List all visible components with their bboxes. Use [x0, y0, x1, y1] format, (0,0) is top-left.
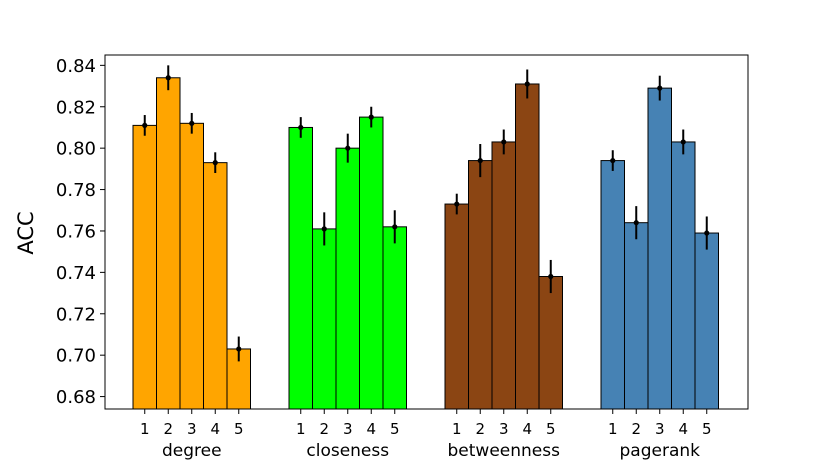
bar-betweenness-5	[538, 276, 563, 410]
x-tick-label: 1	[140, 420, 150, 438]
plot-frame	[104, 54, 749, 410]
bar-pagerank-1	[600, 160, 625, 410]
mean-point	[142, 122, 148, 128]
y-tick-label: 0.80	[56, 139, 96, 160]
x-tick-label: 1	[452, 420, 462, 438]
mean-point	[524, 81, 530, 87]
x-tick-label: 1	[608, 420, 618, 438]
mean-point	[610, 157, 616, 164]
group-label-betweenness: betweenness	[448, 441, 561, 461]
mean-point	[321, 226, 327, 232]
bar-degree-3	[179, 122, 204, 410]
mean-point	[345, 145, 351, 151]
mean-point	[165, 75, 171, 81]
x-tick-label: 3	[655, 420, 665, 438]
x-tick-label: 3	[343, 420, 353, 438]
x-tick-label: 5	[702, 420, 712, 438]
mean-point	[548, 273, 554, 280]
x-tick-label: 5	[234, 420, 244, 438]
group-label-pagerank: pagerank	[620, 441, 701, 461]
x-tick-label: 2	[163, 420, 173, 438]
mean-point	[633, 220, 639, 226]
y-tick-label: 0.74	[56, 263, 96, 284]
mean-point	[212, 160, 218, 166]
mean-point	[657, 85, 663, 91]
x-tick-label: 3	[187, 420, 197, 438]
x-tick-label: 2	[475, 420, 485, 438]
bar-closeness-1	[288, 126, 313, 410]
x-tick-label: 4	[522, 420, 532, 438]
x-tick-label: 4	[366, 420, 376, 438]
y-axis: 0.68 0.70 0.72 0.74 0.76 0.78 0.80 0.82 0.84	[56, 56, 105, 408]
bar-degree-2	[156, 77, 181, 410]
bar-closeness-5	[382, 226, 407, 410]
mean-point	[704, 230, 710, 236]
bar-pagerank-3	[647, 87, 672, 410]
mean-point	[368, 114, 374, 120]
x-tick-label: 5	[390, 420, 400, 438]
y-tick-label: 0.72	[56, 304, 96, 325]
bar-closeness-4	[359, 116, 384, 410]
mean-point	[454, 201, 460, 207]
group-label-degree: degree	[162, 441, 222, 461]
bar-pagerank-2	[624, 222, 649, 410]
mean-point	[477, 157, 483, 164]
group-label-closeness: closeness	[306, 441, 389, 461]
mean-point	[236, 346, 242, 352]
y-tick-label: 0.68	[56, 387, 96, 408]
bars	[132, 77, 719, 410]
y-tick-label: 0.82	[56, 97, 96, 118]
bar-degree-4	[203, 162, 228, 410]
x-tick-label: 5	[546, 420, 556, 438]
bar-pagerank-5	[694, 232, 719, 410]
mean-point	[189, 120, 195, 126]
y-tick-label: 0.84	[56, 56, 96, 77]
bar-closeness-3	[335, 147, 360, 410]
bar-betweenness-1	[444, 203, 469, 410]
bar-pagerank-4	[671, 141, 696, 410]
x-tick-label: 2	[319, 420, 329, 438]
error-bars	[142, 65, 710, 362]
bar-betweenness-4	[515, 83, 540, 410]
y-axis-title: ACC	[14, 211, 38, 254]
x-tick-label: 4	[210, 420, 220, 438]
bar-betweenness-3	[491, 141, 516, 410]
mean-point	[298, 124, 304, 131]
bar-closeness-2	[312, 228, 337, 410]
x-tick-label: 3	[499, 420, 509, 438]
bar-degree-1	[132, 124, 157, 410]
y-tick-label: 0.78	[56, 180, 96, 201]
mean-point	[392, 224, 398, 230]
x-tick-label: 2	[631, 420, 641, 438]
y-tick-label: 0.76	[56, 221, 96, 242]
bar-betweenness-2	[468, 160, 493, 410]
mean-point	[501, 139, 507, 145]
y-tick-label: 0.70	[56, 346, 96, 367]
x-tick-label: 4	[678, 420, 688, 438]
mean-point	[680, 139, 686, 145]
x-tick-label: 1	[296, 420, 306, 438]
